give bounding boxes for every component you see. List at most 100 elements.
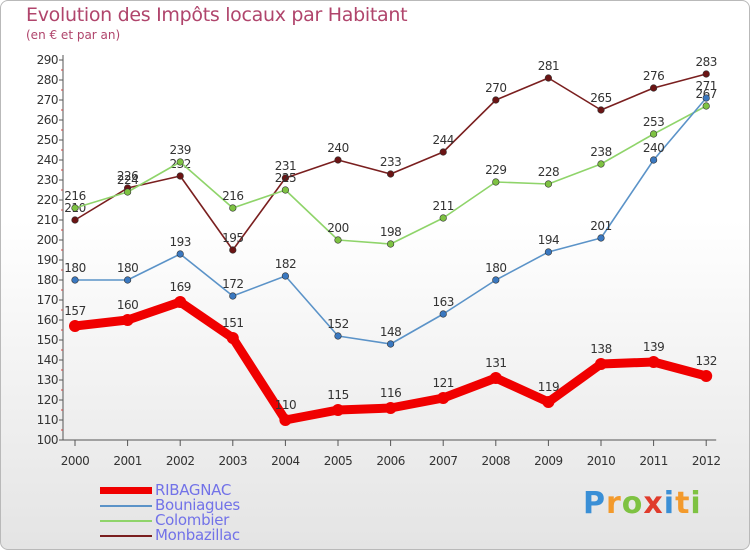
data-label-ribagnac: 121 [432, 376, 453, 390]
data-label-bouniagues: 163 [432, 295, 453, 309]
x-tick-label: 2007 [429, 454, 458, 468]
data-point-ribagnac [69, 320, 81, 332]
x-tick-label: 2000 [61, 454, 90, 468]
data-point-bouniagues [387, 340, 395, 348]
data-point-bouniagues [71, 276, 79, 284]
chart-legend: RIBAGNAC Bouniagues Colombier Monbazilla… [100, 481, 320, 544]
data-point-monbazillac [334, 156, 342, 164]
chart-subtitle: (en € et par an) [26, 28, 121, 42]
y-tick-label: 130 [37, 373, 58, 387]
data-label-ribagnac: 139 [643, 340, 664, 354]
y-tick-label: 200 [37, 233, 58, 247]
data-point-bouniagues [439, 310, 447, 318]
data-label-colombier: 224 [117, 173, 138, 187]
data-point-monbazillac [387, 170, 395, 178]
x-tick-label: 2008 [482, 454, 511, 468]
line-chart: 100 110 120 130 140 150 160 170 180 190 200 210 220 2… [37, 53, 721, 468]
data-label-ribagnac: 119 [538, 380, 559, 394]
data-label-colombier: 228 [538, 165, 559, 179]
data-point-monbazillac [649, 84, 658, 92]
data-label-ribagnac: 157 [64, 304, 85, 318]
data-point-monbazillac [281, 174, 290, 182]
logo-letter: i [663, 486, 676, 521]
y-tick-label: 260 [37, 113, 58, 127]
data-label-bouniagues: 193 [169, 235, 190, 249]
data-label-ribagnac: 115 [327, 388, 348, 402]
y-tick-label: 190 [37, 253, 58, 267]
data-point-ribagnac [226, 332, 239, 344]
y-tick-label: 150 [37, 333, 58, 347]
data-point-monbazillac [71, 216, 79, 224]
data-label-colombier: 238 [590, 145, 611, 159]
data-label-monbazillac: 276 [643, 69, 664, 83]
data-label-colombier: 200 [327, 221, 348, 235]
data-point-bouniagues [176, 250, 184, 258]
data-point-colombier [176, 158, 184, 166]
y-tick-label: 230 [37, 173, 58, 187]
data-label-bouniagues: 180 [485, 261, 506, 275]
data-point-ribagnac [700, 370, 713, 382]
data-point-ribagnac [437, 392, 450, 404]
data-label-bouniagues: 180 [64, 261, 85, 275]
data-point-bouniagues [702, 94, 710, 102]
data-label-ribagnac: 131 [485, 356, 506, 370]
data-label-monbazillac: 231 [275, 159, 296, 173]
data-point-bouniagues [597, 234, 605, 242]
data-label-colombier: 253 [643, 115, 664, 129]
data-label-monbazillac: 226 [117, 169, 138, 183]
data-point-colombier [702, 102, 710, 110]
data-label-bouniagues: 201 [590, 219, 611, 233]
data-point-monbazillac [597, 106, 605, 114]
data-label-bouniagues: 152 [327, 317, 348, 331]
data-label-ribagnac: 160 [117, 298, 138, 312]
data-label-colombier: 198 [380, 225, 401, 239]
data-point-colombier [649, 130, 658, 138]
y-tick-label: 270 [37, 93, 58, 107]
data-label-bouniagues: 182 [275, 257, 296, 271]
logo-letter: r [606, 486, 622, 521]
legend-swatch [100, 487, 152, 494]
data-point-ribagnac [595, 358, 607, 370]
data-point-monbazillac [702, 70, 710, 78]
data-label-colombier: 216 [64, 189, 85, 203]
legend-swatch [100, 520, 152, 522]
y-tick-label: 210 [37, 213, 58, 227]
y-tick-label: 180 [37, 273, 58, 287]
legend-item-monbazillac: Monbazillac [100, 526, 320, 544]
data-label-ribagnac: 132 [695, 354, 716, 368]
chart-title: Evolution des Impôts locaux par Habitant [26, 4, 408, 26]
x-tick-label: 2010 [587, 454, 616, 468]
data-label-bouniagues: 148 [380, 325, 401, 339]
data-label-monbazillac: 283 [695, 55, 716, 69]
data-point-bouniagues [281, 272, 290, 280]
x-tick-label: 2009 [534, 454, 563, 468]
data-point-colombier [492, 178, 500, 186]
data-point-colombier [387, 240, 395, 248]
data-label-ribagnac: 151 [222, 316, 243, 330]
data-label-bouniagues: 240 [643, 141, 664, 155]
data-label-monbazillac: 265 [590, 91, 611, 105]
data-point-colombier [123, 188, 132, 196]
data-point-colombier [439, 214, 447, 222]
y-tick-label: 240 [37, 153, 58, 167]
logo-letter: o [621, 486, 644, 521]
data-point-bouniagues [492, 276, 500, 284]
y-tick-label: 290 [37, 53, 58, 67]
data-point-monbazillac [544, 74, 553, 82]
data-point-bouniagues [334, 332, 342, 340]
y-tick-label: 120 [37, 393, 58, 407]
data-point-ribagnac [489, 372, 502, 384]
x-tick-label: 2006 [376, 454, 405, 468]
legend-swatch [100, 535, 152, 537]
data-label-monbazillac: 244 [432, 133, 453, 147]
data-point-ribagnac [332, 404, 344, 416]
data-label-monbazillac: 233 [380, 155, 401, 169]
data-label-bouniagues: 194 [538, 233, 559, 247]
data-label-colombier: 229 [485, 163, 506, 177]
data-label-ribagnac: 110 [275, 398, 296, 412]
y-tick-label: 250 [37, 133, 58, 147]
x-tick-label: 2005 [324, 454, 353, 468]
data-point-colombier [544, 180, 553, 188]
y-tick-label: 220 [37, 193, 58, 207]
